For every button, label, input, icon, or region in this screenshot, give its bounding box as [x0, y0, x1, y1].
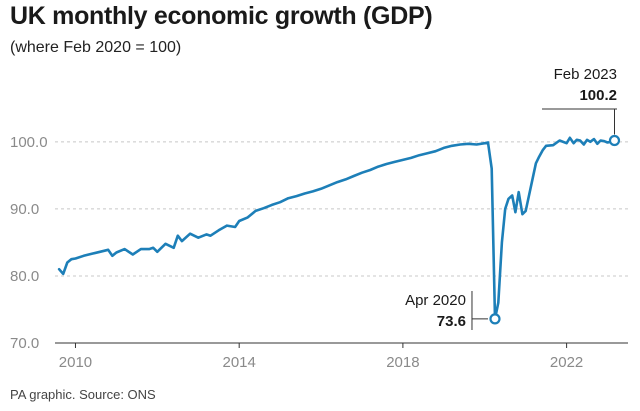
x-tick-label: 2014 [222, 354, 255, 371]
y-tick-label: 70.0 [10, 335, 39, 352]
annotation-value-feb-2023: 100.2 [579, 87, 617, 104]
annotation-value-apr-2020: 73.6 [437, 313, 466, 330]
source-note: PA graphic. Source: ONS [10, 387, 156, 402]
marker-feb-2023 [608, 134, 621, 147]
y-tick-label: 80.0 [10, 268, 39, 285]
x-tick-label: 2022 [550, 354, 583, 371]
marker-apr-2020 [489, 313, 501, 325]
y-tick-label: 100.0 [10, 134, 48, 151]
x-tick-label: 2018 [386, 354, 419, 371]
chart-title: UK monthly economic growth (GDP) [10, 2, 433, 30]
x-tick-label: 2010 [59, 354, 92, 371]
gdp-series-line [57, 136, 616, 321]
chart-subtitle: (where Feb 2020 = 100) [10, 39, 182, 56]
y-tick-label: 90.0 [10, 201, 39, 218]
annotation-label-apr-2020: Apr 2020 [405, 292, 466, 309]
annotation-label-feb-2023: Feb 2023 [554, 66, 617, 83]
